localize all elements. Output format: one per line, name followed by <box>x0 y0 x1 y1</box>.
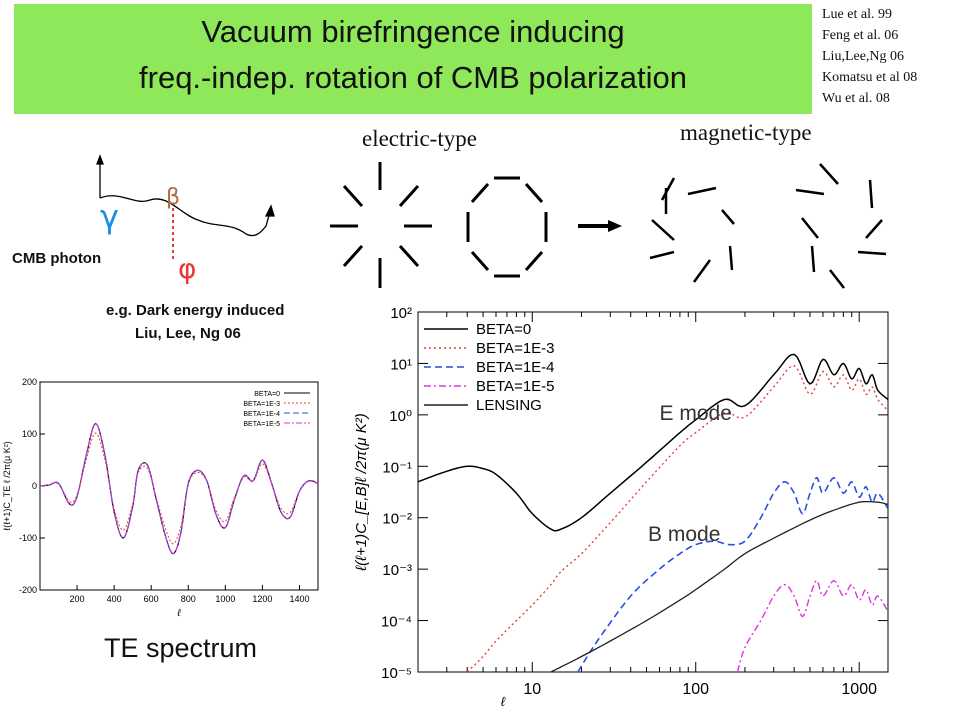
te-y-tick-label: 0 <box>32 481 37 491</box>
magnetic-pattern-right <box>795 163 887 289</box>
e-mode-annotation: E mode <box>660 402 732 425</box>
eb-series-line-4 <box>550 500 888 672</box>
beta-symbol: β <box>166 185 181 210</box>
eb-x-tick-label: 1000 <box>841 681 877 698</box>
eb-series-line-2 <box>577 476 888 672</box>
eb-y-tick-label: 10⁻¹ <box>382 459 412 476</box>
electric-type-label: electric-type <box>362 126 477 151</box>
te-series-line-1 <box>40 432 318 545</box>
eb-y-tick-label: 10⁻² <box>382 511 412 528</box>
te-y-axis-label: ℓ(ℓ+1)C_TE ℓ /2π(μ K²) <box>2 441 12 530</box>
eb-y-axis-label: ℓ(ℓ+1)C_[E,B]ℓ /2π(μ K²) <box>353 413 370 571</box>
eb-series-line-1 <box>466 365 888 672</box>
tangential-pattern <box>466 176 548 278</box>
eb-power-spectrum-chart: 10 100 1000 10⁻⁵ 10⁻⁴ 10⁻³ 10⁻² 10⁻¹ 10⁰ 10¹ 10² ℓ ℓ… <box>353 305 889 709</box>
eb-x-tick-label: 10 <box>523 681 541 698</box>
te-legend-label: BETA=1E-4 <box>243 411 280 418</box>
te-x-tick-label: 1000 <box>215 594 235 604</box>
eb-y-tick-label: 10² <box>390 305 412 322</box>
eb-x-tick-label: 100 <box>682 681 709 698</box>
magnetic-type-label: magnetic-type <box>680 120 812 145</box>
te-legend-label: BETA=1E-3 <box>243 401 280 408</box>
b-mode-annotation: B mode <box>648 523 720 546</box>
reference-item: Komatsu et al 08 <box>822 70 918 85</box>
radial-pattern <box>330 162 432 288</box>
eb-y-tick-label: 10⁻⁴ <box>381 614 412 631</box>
eb-series-line-3 <box>736 579 888 672</box>
te-series-line-3 <box>40 423 318 555</box>
eb-legend-label: BETA=0 <box>476 321 531 338</box>
te-x-tick-label: 400 <box>107 594 122 604</box>
te-x-tick-label: 800 <box>181 594 196 604</box>
eb-series-group <box>418 353 888 672</box>
reference-item: Wu et al. 08 <box>822 91 890 106</box>
eb-series-line-0 <box>418 353 888 532</box>
path-arrowhead <box>264 204 275 217</box>
eb-legend-label: BETA=1E-4 <box>476 359 555 376</box>
te-x-tick-label: 1200 <box>252 594 272 604</box>
te-x-tick-label: 200 <box>70 594 85 604</box>
te-x-axis-label: ℓ <box>176 608 181 618</box>
note-line-1: e.g. Dark energy induced <box>106 302 285 319</box>
magnetic-pattern-left <box>649 177 735 283</box>
eb-y-tick-label: 10⁻⁵ <box>381 665 412 682</box>
te-spectrum-chart: 200 400 600 800 1000 1200 1400 -200 -100 0 100 200 ℓ… <box>2 377 319 618</box>
title-banner: Vacuum birefringence inducing freq.-inde… <box>14 4 812 114</box>
photon-path-diagram <box>96 154 275 260</box>
te-x-tick-label: 1400 <box>289 594 309 604</box>
gamma-symbol: γ <box>100 198 119 236</box>
te-legend-label: BETA=0 <box>254 391 280 398</box>
eb-plot-frame <box>417 311 889 673</box>
photon-wave-path <box>99 195 271 237</box>
te-spectrum-caption: TE spectrum <box>104 633 258 663</box>
reference-item: Liu,Lee,Ng 06 <box>822 49 905 64</box>
phi-symbol: φ <box>178 252 197 285</box>
te-y-tick-label: 200 <box>22 377 37 387</box>
te-y-tick-label: -200 <box>19 585 37 595</box>
transform-arrow <box>578 220 622 232</box>
title-line-1: Vacuum birefringence inducing <box>201 14 625 49</box>
te-y-tick-label: 100 <box>22 429 37 439</box>
polarization-patterns <box>330 162 887 289</box>
eb-x-axis-label: ℓ <box>501 694 506 709</box>
note-line-2: Liu, Lee, Ng 06 <box>135 325 241 342</box>
eb-y-tick-label: 10⁰ <box>389 408 412 425</box>
axis-arrowhead <box>96 154 104 165</box>
te-x-tick-label: 600 <box>144 594 159 604</box>
te-legend-label: BETA=1E-5 <box>243 421 280 428</box>
eb-legend-label: BETA=1E-5 <box>476 378 555 395</box>
te-y-tick-label: -100 <box>19 533 37 543</box>
eb-y-tick-label: 10⁻³ <box>382 562 412 579</box>
eb-y-tick-label: 10¹ <box>390 356 412 373</box>
title-line-2: freq.-indep. rotation of CMB polarizatio… <box>139 60 687 95</box>
eb-legend-label: BETA=1E-3 <box>476 340 555 357</box>
reference-item: Lue et al. 99 <box>822 7 892 22</box>
reference-item: Feng et al. 06 <box>822 28 899 43</box>
te-series-group <box>40 422 318 555</box>
reference-list: Lue et al. 99 Feng et al. 06 Liu,Lee,Ng … <box>822 4 917 109</box>
eb-legend-label: LENSING <box>476 397 542 414</box>
cmb-photon-label: CMB photon <box>12 250 102 267</box>
